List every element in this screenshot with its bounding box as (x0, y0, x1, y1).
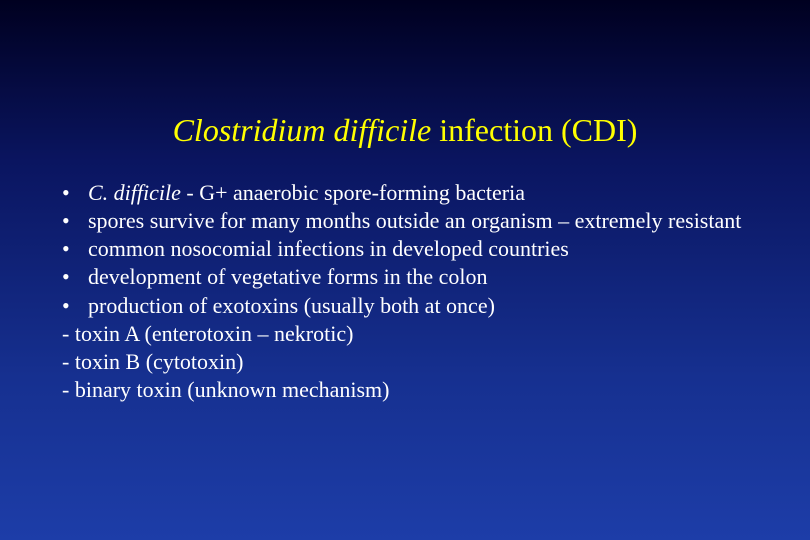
bullet-item: • spores survive for many months outside… (62, 207, 760, 235)
bullet-text: spores survive for many months outside a… (88, 207, 760, 235)
title-italic: Clostridium difficile (173, 112, 432, 148)
bullet-item: • development of vegetative forms in the… (62, 263, 760, 291)
bullet-rest: common nosocomial infections in develope… (88, 236, 569, 261)
bullet-text: C. difficile - G+ anaerobic spore-formin… (88, 179, 760, 207)
bullet-rest: development of vegetative forms in the c… (88, 264, 488, 289)
bullet-italic: C. difficile (88, 180, 181, 205)
bullet-text: development of vegetative forms in the c… (88, 263, 760, 291)
bullet-item: • production of exotoxins (usually both … (62, 292, 760, 320)
slide-title: Clostridium difficile infection (CDI) (0, 0, 810, 179)
bullet-item: • C. difficile - G+ anaerobic spore-form… (62, 179, 760, 207)
bullet-icon: • (62, 207, 88, 235)
title-rest: infection (CDI) (431, 112, 637, 148)
bullet-item: • common nosocomial infections in develo… (62, 235, 760, 263)
plain-line: - toxin A (enterotoxin – nekrotic) (62, 320, 760, 348)
bullet-rest: - G+ anaerobic spore-forming bacteria (181, 180, 525, 205)
bullet-rest: production of exotoxins (usually both at… (88, 293, 495, 318)
bullet-icon: • (62, 292, 88, 320)
slide-content: • C. difficile - G+ anaerobic spore-form… (0, 179, 810, 404)
bullet-icon: • (62, 263, 88, 291)
bullet-text: production of exotoxins (usually both at… (88, 292, 760, 320)
bullet-icon: • (62, 179, 88, 207)
bullet-text: common nosocomial infections in develope… (88, 235, 760, 263)
slide: Clostridium difficile infection (CDI) • … (0, 0, 810, 540)
bullet-rest: spores survive for many months outside a… (88, 208, 741, 233)
bullet-icon: • (62, 235, 88, 263)
plain-line: - binary toxin (unknown mechanism) (62, 376, 760, 404)
plain-line: - toxin B (cytotoxin) (62, 348, 760, 376)
